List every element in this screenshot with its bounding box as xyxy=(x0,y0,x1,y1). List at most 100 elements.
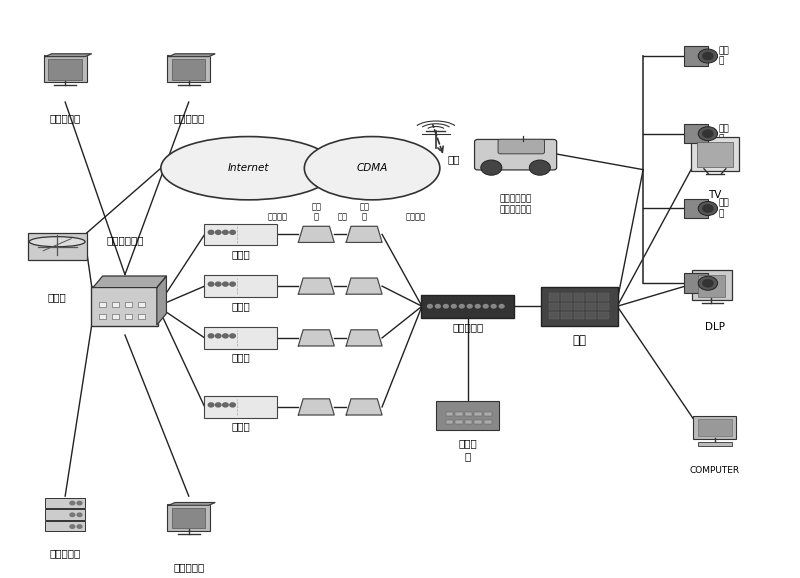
Text: TV: TV xyxy=(708,190,722,200)
Polygon shape xyxy=(46,54,91,57)
FancyBboxPatch shape xyxy=(44,55,86,82)
FancyBboxPatch shape xyxy=(574,312,584,320)
Text: 摄像
头: 摄像 头 xyxy=(719,46,730,66)
Circle shape xyxy=(459,305,464,308)
FancyBboxPatch shape xyxy=(204,224,278,245)
Text: 基站: 基站 xyxy=(448,154,460,164)
Circle shape xyxy=(499,305,504,308)
Text: 监控客户端: 监控客户端 xyxy=(173,113,204,124)
Text: 同轴电缆: 同轴电缆 xyxy=(268,212,288,221)
FancyBboxPatch shape xyxy=(474,412,482,416)
Circle shape xyxy=(70,513,74,517)
Ellipse shape xyxy=(30,236,85,247)
Circle shape xyxy=(222,403,228,407)
Polygon shape xyxy=(169,54,215,57)
Circle shape xyxy=(77,501,82,505)
Circle shape xyxy=(70,501,74,505)
Circle shape xyxy=(427,305,432,308)
Text: 解码器: 解码器 xyxy=(231,353,250,362)
Circle shape xyxy=(481,160,502,175)
FancyBboxPatch shape xyxy=(474,139,557,170)
FancyBboxPatch shape xyxy=(446,412,454,416)
FancyBboxPatch shape xyxy=(125,302,132,307)
Circle shape xyxy=(230,282,235,286)
Circle shape xyxy=(491,305,496,308)
Text: 摄像
头: 摄像 头 xyxy=(719,124,730,143)
Text: 监控客户端: 监控客户端 xyxy=(173,562,204,572)
Circle shape xyxy=(435,305,440,308)
Polygon shape xyxy=(298,399,334,415)
Polygon shape xyxy=(346,330,382,346)
Circle shape xyxy=(222,282,228,286)
Text: 解码器: 解码器 xyxy=(231,301,250,311)
Circle shape xyxy=(208,334,214,338)
FancyBboxPatch shape xyxy=(474,420,482,424)
FancyBboxPatch shape xyxy=(586,303,596,310)
Text: 视频服务器: 视频服务器 xyxy=(50,548,81,558)
FancyBboxPatch shape xyxy=(455,420,463,424)
FancyBboxPatch shape xyxy=(586,312,596,320)
FancyBboxPatch shape xyxy=(172,508,206,528)
FancyBboxPatch shape xyxy=(465,420,472,424)
FancyBboxPatch shape xyxy=(697,142,733,167)
Text: Internet: Internet xyxy=(228,163,270,173)
Circle shape xyxy=(702,53,713,60)
Circle shape xyxy=(222,334,228,338)
Text: 解码器: 解码器 xyxy=(231,249,250,259)
FancyBboxPatch shape xyxy=(204,327,278,349)
Circle shape xyxy=(77,525,82,528)
Text: 光纤: 光纤 xyxy=(338,212,348,221)
FancyBboxPatch shape xyxy=(421,295,514,318)
FancyBboxPatch shape xyxy=(684,273,708,293)
FancyBboxPatch shape xyxy=(167,504,210,531)
Text: DLP: DLP xyxy=(705,323,725,332)
FancyBboxPatch shape xyxy=(598,293,609,301)
FancyBboxPatch shape xyxy=(692,271,732,300)
Text: 控制键
盘: 控制键 盘 xyxy=(458,439,477,461)
FancyBboxPatch shape xyxy=(541,287,618,325)
FancyBboxPatch shape xyxy=(549,293,559,301)
Polygon shape xyxy=(346,278,382,294)
Circle shape xyxy=(702,280,713,287)
Text: 路由器: 路由器 xyxy=(48,292,66,302)
FancyBboxPatch shape xyxy=(562,293,572,301)
Circle shape xyxy=(702,205,713,212)
FancyBboxPatch shape xyxy=(574,293,584,301)
FancyBboxPatch shape xyxy=(484,412,491,416)
FancyBboxPatch shape xyxy=(167,55,210,82)
FancyBboxPatch shape xyxy=(694,416,737,439)
Text: 摄像
头: 摄像 头 xyxy=(719,199,730,218)
FancyBboxPatch shape xyxy=(436,402,499,429)
FancyBboxPatch shape xyxy=(698,275,726,297)
Polygon shape xyxy=(298,227,334,242)
Circle shape xyxy=(215,282,221,286)
FancyBboxPatch shape xyxy=(586,293,596,301)
Polygon shape xyxy=(169,502,215,505)
FancyBboxPatch shape xyxy=(446,420,454,424)
Text: 画面分割器: 画面分割器 xyxy=(452,322,483,332)
Circle shape xyxy=(702,130,713,138)
FancyBboxPatch shape xyxy=(498,139,545,154)
FancyBboxPatch shape xyxy=(28,234,86,260)
Circle shape xyxy=(208,403,214,407)
Text: CDMA: CDMA xyxy=(357,163,388,173)
FancyBboxPatch shape xyxy=(46,521,85,531)
FancyBboxPatch shape xyxy=(562,312,572,320)
FancyBboxPatch shape xyxy=(138,302,145,307)
FancyBboxPatch shape xyxy=(112,302,119,307)
FancyBboxPatch shape xyxy=(598,312,609,320)
Circle shape xyxy=(698,49,718,63)
Circle shape xyxy=(208,230,214,234)
Polygon shape xyxy=(346,399,382,415)
Circle shape xyxy=(698,276,718,290)
FancyBboxPatch shape xyxy=(138,314,145,319)
Text: 光端
机: 光端 机 xyxy=(311,203,322,221)
FancyBboxPatch shape xyxy=(549,303,559,310)
FancyBboxPatch shape xyxy=(49,60,82,80)
Circle shape xyxy=(230,334,235,338)
FancyBboxPatch shape xyxy=(698,442,732,446)
FancyBboxPatch shape xyxy=(598,303,609,310)
FancyBboxPatch shape xyxy=(46,509,85,520)
Text: 摄像
头: 摄像 头 xyxy=(719,273,730,293)
FancyBboxPatch shape xyxy=(125,314,132,319)
